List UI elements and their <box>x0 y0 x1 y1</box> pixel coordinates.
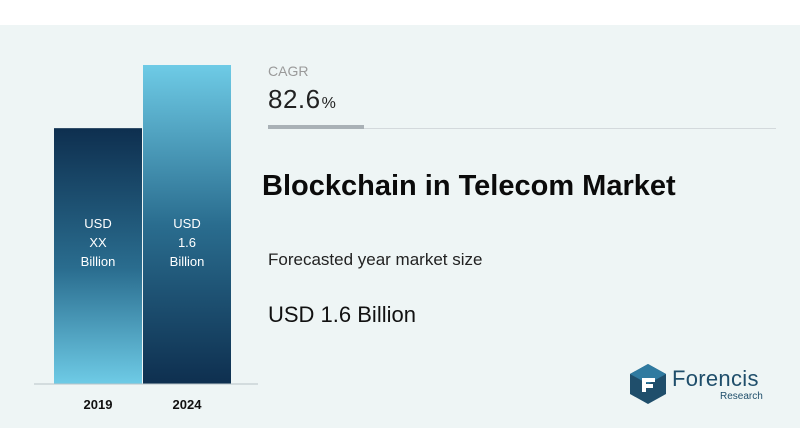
cagr-value: 82.6% <box>268 84 336 115</box>
bar-label-2024-line-2: 1.6 <box>178 235 196 250</box>
cagr-divider <box>268 128 776 129</box>
logo-subtitle: Research <box>720 391 763 402</box>
forencis-logo-icon <box>630 364 666 404</box>
cagr-divider-accent <box>268 125 364 129</box>
forencis-logo: Forencis Research <box>626 360 766 410</box>
bar-label-2019-line-3: Billion <box>81 254 116 269</box>
bar-label-2019-line-2: XX <box>89 235 107 250</box>
cagr-unit: % <box>321 95 337 112</box>
x-tick-label-2024: 2024 <box>173 397 203 412</box>
cagr-number: 82.6 <box>268 84 321 114</box>
x-tick-label-2019: 2019 <box>84 397 113 412</box>
bar-label-2024-line-1: USD <box>173 216 200 231</box>
page-title: Blockchain in Telecom Market <box>262 170 676 202</box>
bar-2024 <box>143 65 231 384</box>
cagr-label: CAGR <box>268 63 309 79</box>
logo-name: Forencis <box>672 366 759 391</box>
forecast-value: USD 1.6 Billion <box>268 302 416 327</box>
bar-label-2019-line-1: USD <box>84 216 111 231</box>
bar-label-2024-line-3: Billion <box>170 254 205 269</box>
forecast-label: Forecasted year market size <box>268 250 483 269</box>
bar-2019 <box>54 128 142 384</box>
